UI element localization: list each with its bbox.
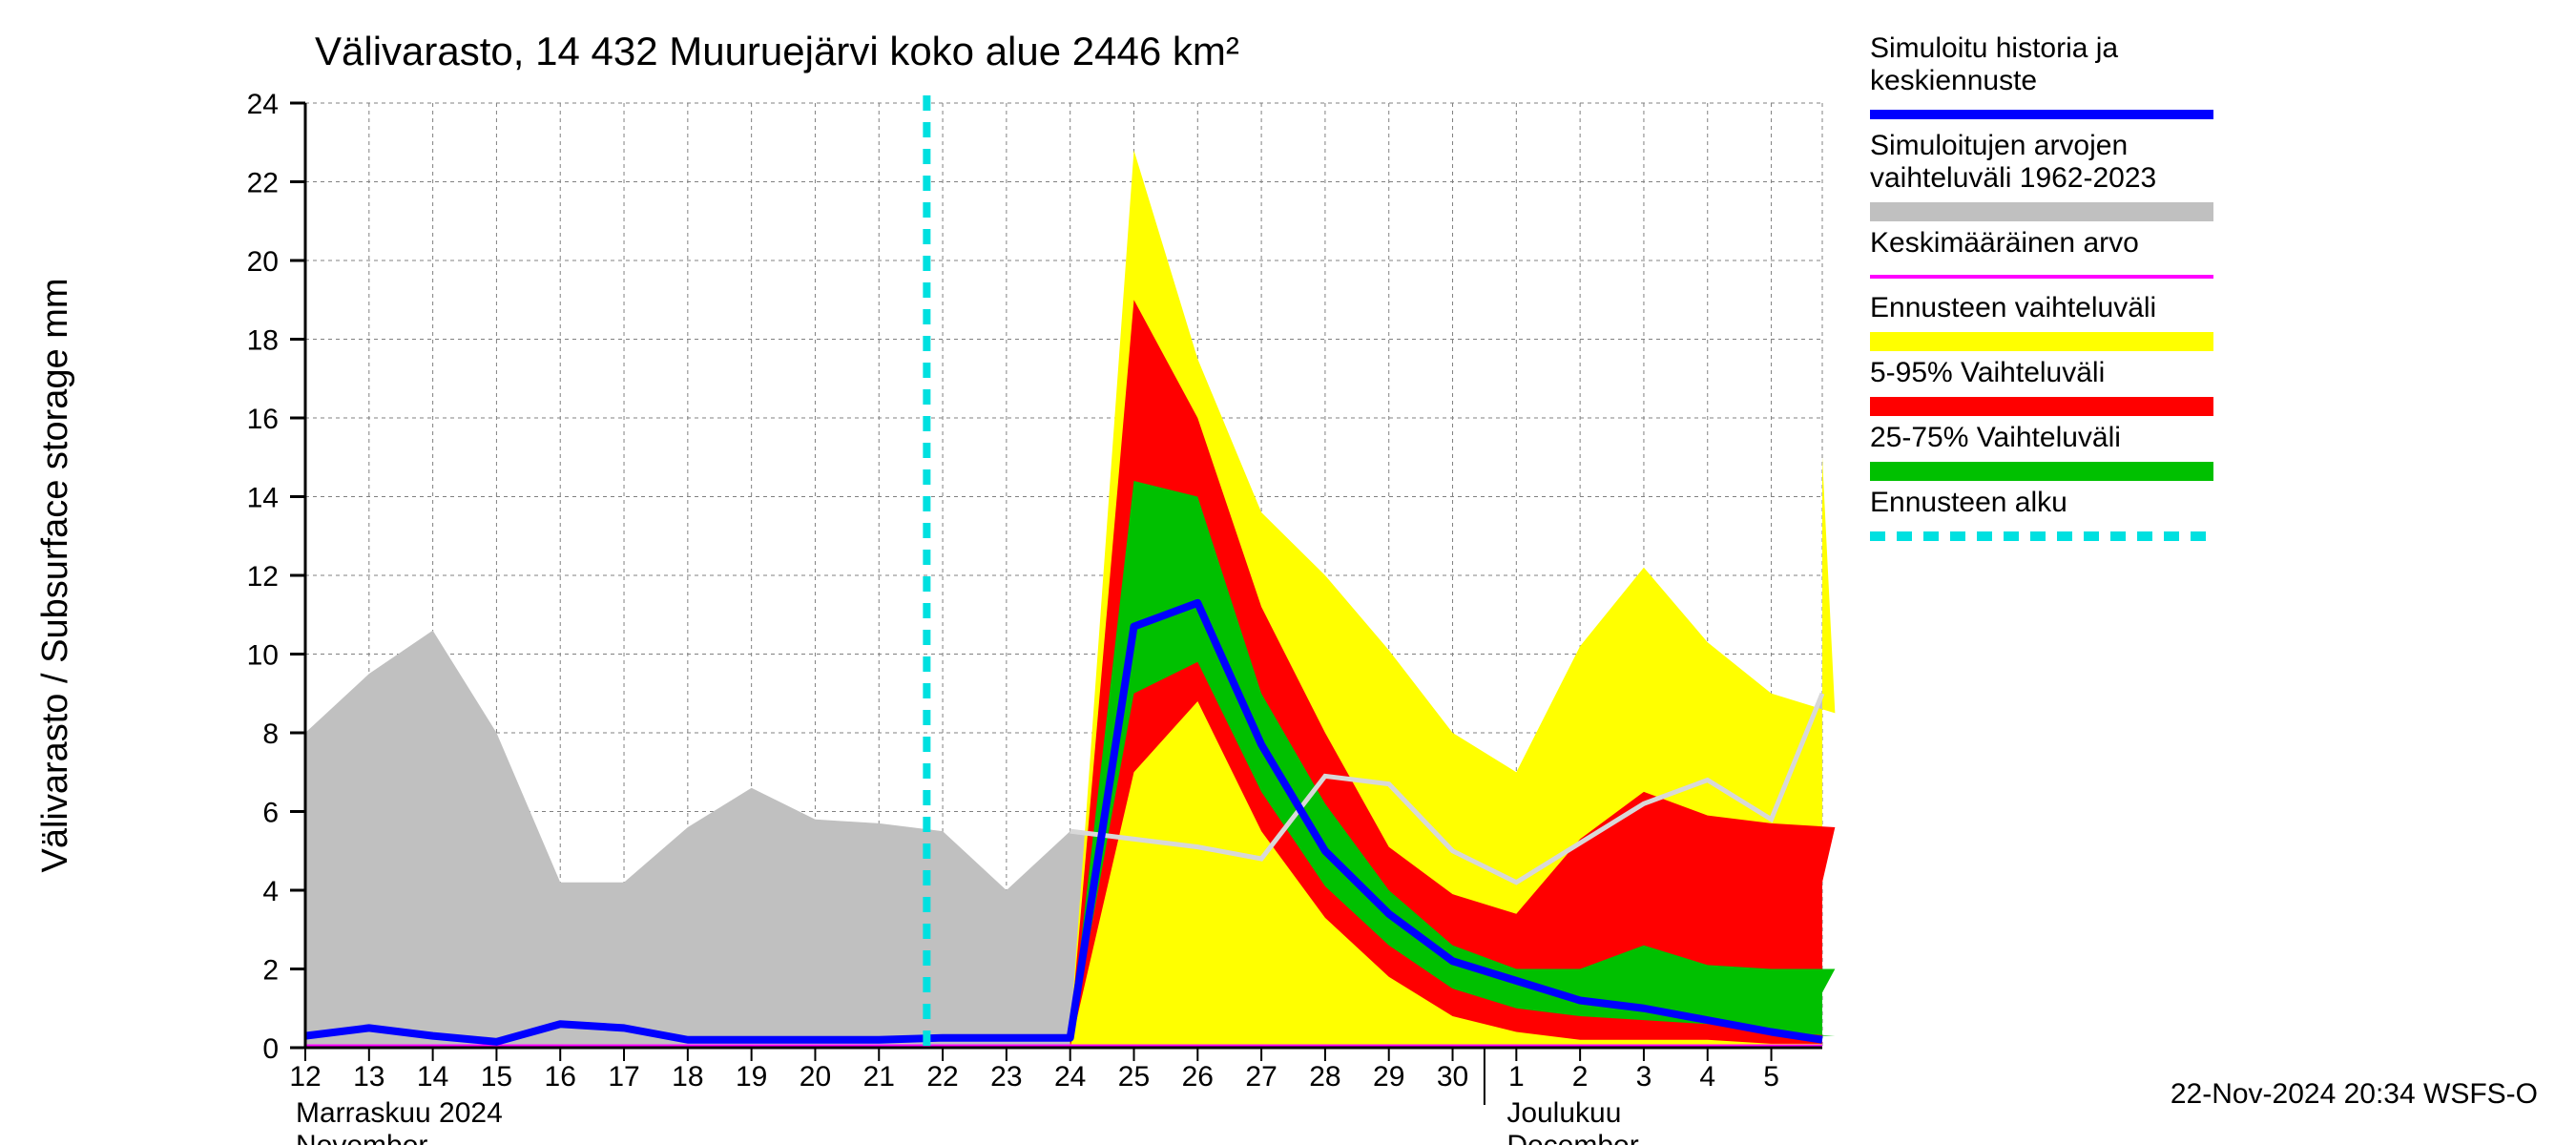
x-tick-label: 12 [289, 1061, 321, 1093]
y-tick-label: 12 [247, 561, 279, 593]
x-tick-label: 14 [417, 1061, 448, 1093]
x-tick-label: 21 [863, 1061, 895, 1093]
x-tick-label: 4 [1699, 1061, 1715, 1093]
y-tick-label: 2 [262, 955, 279, 987]
y-tick-label: 16 [247, 404, 279, 435]
x-tick-label: 17 [608, 1061, 639, 1093]
x-tick-label: 23 [990, 1061, 1022, 1093]
month-label: November [296, 1130, 427, 1145]
x-tick-label: 27 [1245, 1061, 1277, 1093]
month-label: Joulukuu [1506, 1097, 1621, 1129]
x-tick-label: 1 [1508, 1061, 1525, 1093]
legend-label: keskiennuste [1870, 65, 2037, 96]
y-tick-label: 8 [262, 718, 279, 750]
y-tick-label: 24 [247, 89, 279, 120]
x-tick-label: 15 [481, 1061, 512, 1093]
y-tick-label: 22 [247, 168, 279, 199]
x-tick-label: 28 [1309, 1061, 1340, 1093]
x-tick-label: 2 [1572, 1061, 1589, 1093]
legend-label: 25-75% Vaihteluväli [1870, 422, 2121, 453]
y-tick-label: 20 [247, 246, 279, 278]
x-tick-label: 5 [1763, 1061, 1779, 1093]
legend-label: vaihteluväli 1962-2023 [1870, 162, 2156, 194]
legend-label: 5-95% Vaihteluväli [1870, 357, 2105, 388]
y-tick-label: 0 [262, 1033, 279, 1065]
y-tick-label: 10 [247, 640, 279, 672]
legend-label: Simuloitujen arvojen [1870, 130, 2128, 161]
x-tick-label: 24 [1054, 1061, 1086, 1093]
x-tick-label: 26 [1182, 1061, 1214, 1093]
bands [305, 151, 1835, 1049]
y-tick-label: 18 [247, 325, 279, 357]
month-label: Marraskuu 2024 [296, 1097, 503, 1129]
y-axis-label: Välivarasto / Subsurface storage mm [35, 278, 75, 872]
x-tick-label: 3 [1636, 1061, 1652, 1093]
x-tick-label: 22 [926, 1061, 958, 1093]
legend-label: Ennusteen alku [1870, 487, 2067, 518]
chart-svg: 0246810121416182022241213141516171819202… [0, 0, 2576, 1145]
x-tick-label: 29 [1373, 1061, 1404, 1093]
y-tick-label: 14 [247, 483, 279, 514]
y-tick-label: 4 [262, 876, 279, 907]
x-tick-label: 18 [672, 1061, 703, 1093]
x-tick-label: 13 [353, 1061, 384, 1093]
legend: Simuloitu historia jakeskiennuste Simuloi… [1870, 32, 2213, 536]
x-tick-label: 20 [800, 1061, 831, 1093]
month-label: December [1506, 1130, 1638, 1145]
chart-container: 0246810121416182022241213141516171819202… [0, 0, 2576, 1145]
legend-label: Keskimääräinen arvo [1870, 227, 2139, 259]
legend-label: Simuloitu historia ja [1870, 32, 2118, 64]
x-tick-label: 16 [545, 1061, 576, 1093]
legend-label: Ennusteen vaihteluväli [1870, 292, 2156, 323]
footer-text: 22-Nov-2024 20:34 WSFS-O [2171, 1078, 2538, 1110]
x-tick-label: 25 [1118, 1061, 1150, 1093]
y-tick-label: 6 [262, 798, 279, 829]
chart-title: Välivarasto, 14 432 Muuruejärvi koko alu… [315, 29, 1239, 73]
x-tick-label: 30 [1437, 1061, 1468, 1093]
x-tick-label: 19 [736, 1061, 767, 1093]
